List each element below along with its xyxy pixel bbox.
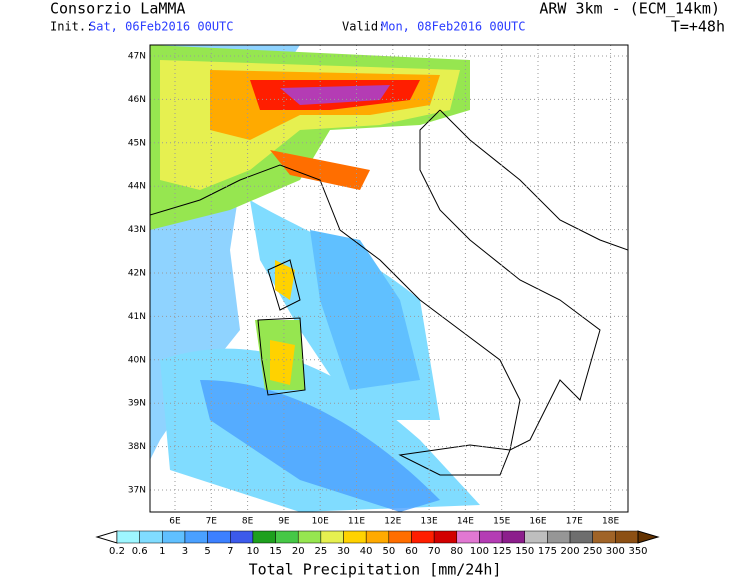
colorbar-box [320, 530, 344, 544]
lon-label: 12E [384, 517, 401, 527]
colorbar-box [547, 530, 571, 544]
colorbar-box [230, 530, 254, 544]
precip-field [150, 45, 480, 512]
colorbar-box [343, 530, 367, 544]
lon-label: 16E [529, 517, 546, 527]
lon-label: 14E [457, 517, 474, 527]
colorbar-box [365, 530, 390, 544]
lat-label: 43N [128, 225, 146, 235]
colorbar-box [411, 530, 435, 544]
lat-label: 42N [128, 269, 146, 279]
colorbar-label: 0.6 [132, 546, 148, 557]
lat-label: 44N [128, 182, 146, 192]
lon-label: 6E [169, 517, 181, 527]
colorbar-box [433, 530, 458, 544]
colorbar-box [592, 530, 616, 544]
lon-label: 17E [566, 517, 583, 527]
colorbar-label: 175 [538, 546, 557, 557]
lon-label: 18E [602, 517, 619, 527]
colorbar-box [479, 530, 503, 544]
colorbar-label: 20 [292, 546, 305, 557]
lat-label: 40N [128, 355, 146, 365]
colorbar-label: 80 [450, 546, 463, 557]
colorbar-label: 60 [405, 546, 418, 557]
lat-label: 46N [128, 95, 146, 105]
init-value: Sat, 06Feb2016 00UTC [89, 20, 234, 34]
lon-label: 9E [278, 517, 290, 527]
colorbar-label: 40 [360, 546, 373, 557]
colorbar-box [569, 530, 593, 544]
valid-value: Mon, 08Feb2016 00UTC [381, 20, 526, 34]
colorbar-label: 125 [493, 546, 512, 557]
colorbar-label: 250 [583, 546, 602, 557]
colorbar-label: 300 [606, 546, 625, 557]
colorbar-label: 25 [315, 546, 328, 557]
colorbar-label: 70 [428, 546, 441, 557]
colorbar-label: 200 [560, 546, 579, 557]
model: ARW 3km - (ECM_14km) [539, 0, 720, 18]
colorbar-label: 5 [204, 546, 210, 557]
colorbar-box [456, 530, 480, 544]
colorbar-box [162, 530, 186, 544]
colorbar-label: 15 [269, 546, 282, 557]
colorbar-box [252, 530, 276, 544]
lat-label: 39N [128, 399, 146, 409]
lon-label: 13E [421, 517, 438, 527]
colorbar-box [297, 530, 322, 544]
colorbar-box [116, 530, 140, 544]
lon-label: 15E [493, 517, 510, 527]
lat-label: 38N [128, 442, 146, 452]
colorbar-label: 1 [159, 546, 165, 557]
colorbar-label: 350 [628, 546, 647, 557]
colorbar-label: 3 [182, 546, 188, 557]
colorbar-caption: Total Precipitation [mm/24h] [249, 561, 502, 579]
colorbar-label: 100 [470, 546, 489, 557]
colorbar-box [524, 530, 548, 544]
colorbar-box [388, 530, 412, 544]
colorbar-label: 7 [227, 546, 233, 557]
colorbar-box [501, 530, 525, 544]
colorbar-box [184, 530, 208, 544]
colorbar-box [207, 530, 231, 544]
lon-label: 10E [312, 517, 329, 527]
lon-label: 8E [242, 517, 254, 527]
colorbar-label: 50 [382, 546, 395, 557]
lat-label: 47N [128, 52, 146, 62]
colorbar-box [139, 530, 163, 544]
map-frame [149, 44, 629, 513]
colorbar-label: 30 [337, 546, 350, 557]
colorbar-end [637, 530, 660, 544]
valid-label: Valid: [342, 20, 385, 34]
colorbar-box [275, 530, 299, 544]
lon-label: 7E [206, 517, 218, 527]
colorbar-label: 150 [515, 546, 534, 557]
colorbar: 0.2 0.6 1 3 5 7 10 15 20 25 30 40 50 60 70 80 100 125 150 1… [95, 530, 660, 557]
colorbar-box [615, 530, 639, 544]
lat-label: 41N [128, 312, 146, 322]
lon-label: 11E [348, 517, 365, 527]
colorbar-end [95, 530, 118, 544]
lat-label: 45N [128, 138, 146, 148]
init-label: Init.: [50, 20, 93, 34]
lat-label: 37N [128, 486, 146, 496]
org: Consorzio LaMMA [50, 0, 185, 18]
colorbar-label: 10 [247, 546, 260, 557]
lead: T=+48h [671, 18, 725, 36]
colorbar-label: 0.2 [109, 546, 125, 557]
